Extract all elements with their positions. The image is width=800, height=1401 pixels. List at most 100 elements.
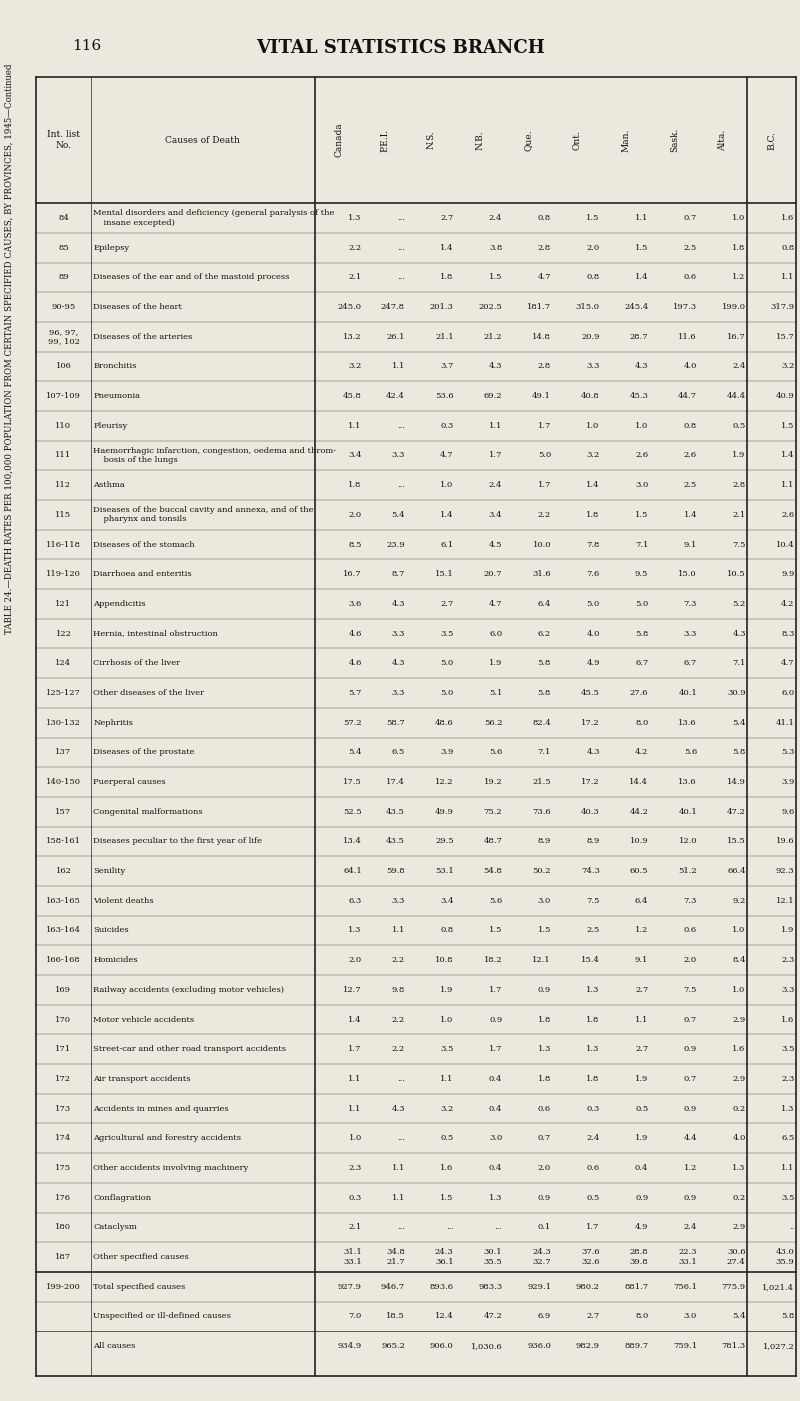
Text: 13.6: 13.6 (678, 719, 697, 727)
Text: Diseases of the heart: Diseases of the heart (94, 303, 182, 311)
Text: 60.5: 60.5 (630, 867, 648, 876)
Text: 4.2: 4.2 (781, 600, 794, 608)
Text: Violent deaths: Violent deaths (94, 897, 154, 905)
Text: 43.5: 43.5 (386, 838, 405, 845)
Text: 315.0: 315.0 (576, 303, 600, 311)
Text: 28.7: 28.7 (630, 332, 648, 340)
Text: 1.4: 1.4 (683, 511, 697, 518)
Text: 1.1: 1.1 (635, 1016, 648, 1024)
Text: 3.4: 3.4 (348, 451, 362, 460)
Text: 15.4: 15.4 (581, 955, 600, 964)
Text: 0.9: 0.9 (684, 1104, 697, 1112)
Text: 31.1
33.1: 31.1 33.1 (343, 1248, 362, 1265)
Text: 982.9: 982.9 (576, 1342, 600, 1351)
Text: 1.1: 1.1 (349, 422, 362, 430)
Text: 1.8: 1.8 (586, 1075, 600, 1083)
Text: 5.8: 5.8 (538, 689, 551, 696)
Text: 1.3: 1.3 (489, 1194, 502, 1202)
Text: 3.4: 3.4 (440, 897, 454, 905)
Text: 10.4: 10.4 (776, 541, 794, 549)
Text: 24.3
36.1: 24.3 36.1 (435, 1248, 454, 1265)
Text: 1.3: 1.3 (586, 1045, 600, 1054)
Text: 166-168: 166-168 (46, 955, 81, 964)
Text: 3.5: 3.5 (440, 1045, 454, 1054)
Text: 5.3: 5.3 (781, 748, 794, 757)
Text: 52.5: 52.5 (343, 808, 362, 815)
Text: Cataclysm: Cataclysm (94, 1223, 137, 1231)
Text: 137: 137 (55, 748, 71, 757)
Text: 3.3: 3.3 (392, 451, 405, 460)
Text: 30.9: 30.9 (727, 689, 746, 696)
Text: 2.2: 2.2 (392, 955, 405, 964)
Text: 0.7: 0.7 (684, 1075, 697, 1083)
Text: 1.3: 1.3 (538, 1045, 551, 1054)
Text: 4.3: 4.3 (586, 748, 600, 757)
Text: 58.7: 58.7 (386, 719, 405, 727)
Text: ...: ... (494, 1223, 502, 1231)
Text: ...: ... (397, 1075, 405, 1083)
Text: 2.8: 2.8 (538, 244, 551, 252)
Text: 92.3: 92.3 (776, 867, 794, 876)
Text: 3.3: 3.3 (684, 629, 697, 637)
Text: 47.2: 47.2 (727, 808, 746, 815)
Text: Agricultural and forestry accidents: Agricultural and forestry accidents (94, 1135, 242, 1142)
Text: 3.2: 3.2 (441, 1104, 454, 1112)
Text: 2.5: 2.5 (684, 244, 697, 252)
Text: 1,030.6: 1,030.6 (470, 1342, 502, 1351)
Text: N.B.: N.B. (475, 130, 484, 150)
Text: ...: ... (397, 481, 405, 489)
Text: 8.0: 8.0 (635, 719, 648, 727)
Text: 9.5: 9.5 (635, 570, 648, 579)
Text: 1.1: 1.1 (392, 363, 405, 370)
Text: 44.7: 44.7 (678, 392, 697, 401)
Text: 3.9: 3.9 (440, 748, 454, 757)
Text: 3.9: 3.9 (781, 778, 794, 786)
Text: 4.2: 4.2 (635, 748, 648, 757)
Text: 8.3: 8.3 (781, 629, 794, 637)
Text: 1.8: 1.8 (538, 1016, 551, 1024)
Text: 10.5: 10.5 (727, 570, 746, 579)
Text: 4.7: 4.7 (538, 273, 551, 282)
Text: 176: 176 (55, 1194, 71, 1202)
Text: 2.1: 2.1 (733, 511, 746, 518)
Text: 1.9: 1.9 (732, 451, 746, 460)
Text: 43.5: 43.5 (386, 808, 405, 815)
Text: 7.0: 7.0 (349, 1313, 362, 1320)
Text: 42.4: 42.4 (386, 392, 405, 401)
Text: 2.0: 2.0 (349, 955, 362, 964)
Text: Homicides: Homicides (94, 955, 138, 964)
Text: 10.9: 10.9 (630, 838, 648, 845)
Text: 927.9: 927.9 (338, 1283, 362, 1290)
Text: 8.5: 8.5 (349, 541, 362, 549)
Text: 946.7: 946.7 (381, 1283, 405, 1290)
Text: 2.3: 2.3 (349, 1164, 362, 1173)
Text: 7.6: 7.6 (586, 570, 600, 579)
Text: 1.7: 1.7 (349, 1045, 362, 1054)
Text: 47.2: 47.2 (483, 1313, 502, 1320)
Text: Asthma: Asthma (94, 481, 125, 489)
Text: 0.5: 0.5 (635, 1104, 648, 1112)
Text: 1.7: 1.7 (538, 481, 551, 489)
Text: 89: 89 (58, 273, 69, 282)
Text: 40.1: 40.1 (678, 689, 697, 696)
Text: 3.2: 3.2 (586, 451, 600, 460)
Text: All causes: All causes (94, 1342, 136, 1351)
Text: 2.0: 2.0 (586, 244, 600, 252)
Text: 163-164: 163-164 (46, 926, 81, 934)
Text: 51.2: 51.2 (678, 867, 697, 876)
Text: ...: ... (446, 1223, 454, 1231)
Text: 2.1: 2.1 (349, 273, 362, 282)
Text: 6.7: 6.7 (635, 660, 648, 667)
Text: 175: 175 (55, 1164, 71, 1173)
Text: 5.8: 5.8 (732, 748, 746, 757)
Text: Bronchitis: Bronchitis (94, 363, 137, 370)
Text: 0.9: 0.9 (538, 986, 551, 993)
Text: 6.5: 6.5 (392, 748, 405, 757)
Text: 3.0: 3.0 (635, 481, 648, 489)
Text: 17.5: 17.5 (343, 778, 362, 786)
Text: 1.0: 1.0 (586, 422, 600, 430)
Text: 14.4: 14.4 (630, 778, 648, 786)
Text: 0.4: 0.4 (489, 1164, 502, 1173)
Text: 3.0: 3.0 (489, 1135, 502, 1142)
Text: Diseases of the buccal cavity and annexa, and of the
    pharynx and tonsils: Diseases of the buccal cavity and annexa… (94, 506, 314, 524)
